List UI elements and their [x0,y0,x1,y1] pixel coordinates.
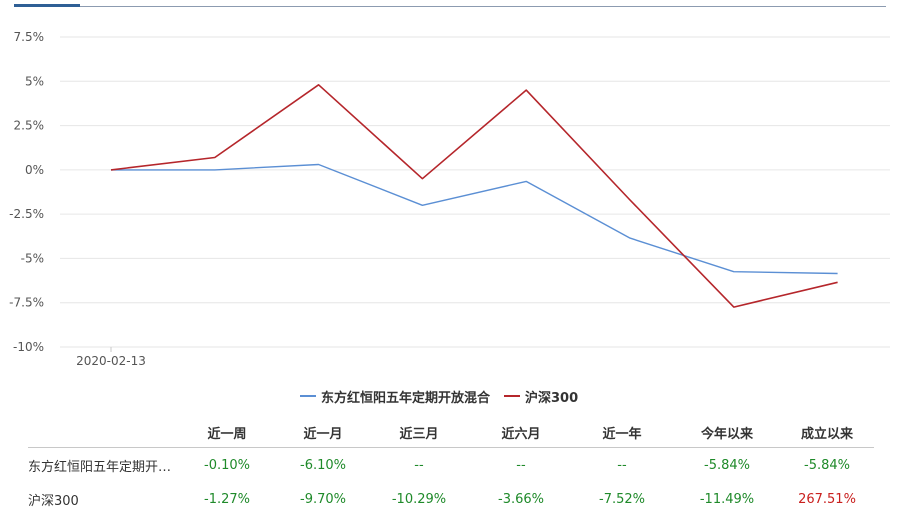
table-cell: -10.29% [391,491,447,507]
header-since-inception: 成立以来 [780,417,874,448]
y-tick-label: 7.5% [14,30,45,44]
y-tick-label: 5% [25,74,44,88]
table-cell: -6.10% [300,457,346,473]
legend-swatch-index [504,395,521,397]
header-1y: 近一年 [570,417,674,448]
legend-label-index: 沪深300 [525,390,579,406]
header-name [28,417,174,448]
series-line-index [110,84,838,308]
y-tick-label: -10% [13,340,44,354]
table-cell: -7.52% [599,491,645,507]
row-name[interactable]: 沪深300 [28,493,79,509]
table-row: 东方红恒阳五年定期开放混合 -0.10% -6.10% -- -- -- -5.… [28,448,874,483]
legend-label-fund: 东方红恒阳五年定期开放混合 [321,390,491,406]
series-line-fund [111,163,838,275]
y-tick-label: -2.5% [9,207,44,221]
legend-swatch-fund [300,395,316,397]
table-cell: -- [414,457,424,473]
tab-bar [0,0,886,8]
table-cell: -9.70% [300,491,346,507]
table-cell: -5.84% [804,457,850,473]
performance-line-chart: 7.5% 5% 2.5% 0% -2.5% -5% -7.5% -10% 2020-02-13 [9,30,890,368]
table-cell: -5.84% [704,457,750,473]
header-1m: 近一月 [280,417,366,448]
table-cell: -0.10% [204,457,250,473]
table-cell: 267.51% [798,491,856,507]
legend-item-index[interactable]: 沪深300 [504,387,578,406]
y-tick-label: 0% [25,163,44,177]
y-tick-label: 2.5% [14,119,45,133]
y-tick-label: -5% [21,251,44,265]
active-tab-indicator[interactable] [14,4,80,7]
table-cell: -11.49% [699,491,755,507]
table-cell: -3.66% [498,491,544,507]
row-name[interactable]: 东方红恒阳五年定期开放混合 [28,459,174,475]
header-6m: 近六月 [472,417,570,448]
table-row: 沪深300 -1.27% -9.70% -10.29% -3.66% -7.52… [28,482,874,516]
header-3m: 近三月 [366,417,472,448]
table-cell: -- [516,457,526,473]
performance-table: 近一周 近一月 近三月 近六月 近一年 今年以来 成立以来 东方红恒阳五年定期开… [28,417,874,516]
table-header-row: 近一周 近一月 近三月 近六月 近一年 今年以来 成立以来 [28,417,874,448]
table-cell: -- [617,457,627,473]
tab-underline [14,6,886,7]
chart-legend: 东方红恒阳五年定期开放混合 沪深300 [300,386,592,406]
header-ytd: 今年以来 [674,417,780,448]
legend-item-fund[interactable]: 东方红恒阳五年定期开放混合 [300,387,490,406]
header-1w: 近一周 [174,417,280,448]
table-cell: -1.27% [204,491,250,507]
x-tick-label: 2020-02-13 [76,354,146,368]
y-tick-label: -7.5% [9,296,44,310]
